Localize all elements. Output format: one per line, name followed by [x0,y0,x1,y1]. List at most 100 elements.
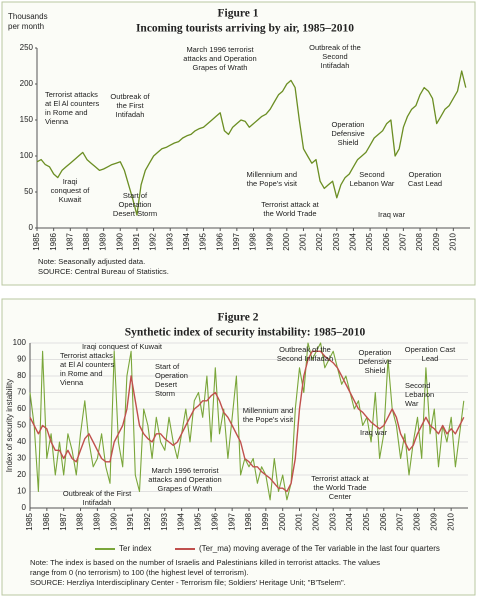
y-tick-label: 50 [17,421,26,430]
x-tick-label: 2007 [396,512,405,530]
annotation: Outbreak of the [309,43,361,52]
x-tick-label: 2002 [311,512,320,530]
data-line [36,70,467,216]
x-tick-label: 1996 [215,232,224,250]
annotation: in Rome and [60,369,103,378]
annotation: Desert Storm [113,209,157,218]
annotation: Operation [409,170,442,179]
annotation: Second Intifadah [277,354,333,363]
x-tick-label: 1998 [244,512,253,530]
x-tick-label: 2009 [432,232,441,250]
note: range from 0 (no terrorism) to 100 (the … [30,568,249,577]
x-tick-label: 1997 [227,512,236,530]
annotation: Outbreak of the [279,345,331,354]
annotation: in Rome and [45,108,88,117]
annotation: Millennium and [247,170,297,179]
x-tick-label: 1999 [261,512,270,530]
x-tick-label: 2010 [446,512,455,530]
x-tick-label: 1999 [265,232,274,250]
chart-subtitle: Synthetic index of security instability:… [125,327,366,339]
annotation: March 1996 terrorist [186,45,254,54]
annotation: Operation [155,371,188,380]
panel [1,1,476,286]
annotation: Lebanon War [350,179,395,188]
y-tick-label: 0 [22,503,27,512]
y-tick-label: 250 [20,43,34,52]
y-tick-label: 60 [17,404,26,413]
annotation: Outbreak of [110,92,150,101]
y-tick-label: 10 [17,487,26,496]
x-tick-label: 2004 [345,512,354,530]
annotation: Shield [365,366,386,375]
x-tick-label: 1996 [210,512,219,530]
annotation: Millennium and [243,406,293,415]
annotation: Operation [359,348,392,357]
x-tick-label: 2005 [362,512,371,530]
y-axis-label: Thousands [8,12,48,21]
annotation: Operation [119,200,152,209]
y-tick-label: 20 [17,470,26,479]
x-tick-label: 1985 [25,512,34,530]
y-tick-label: 30 [17,454,26,463]
x-tick-label: 2009 [429,512,438,530]
y-tick-label: 80 [17,371,26,380]
data-line [29,342,465,501]
chart-title: Figure 2 [218,312,259,324]
x-tick-label: 1985 [32,232,41,250]
annotation: the Pope's visit [243,415,294,424]
note: Note: The index is based on the number o… [30,558,380,567]
note: SOURCE: Herzliya Interdisciplinary Cente… [30,578,346,587]
annotation: Vienna [45,117,69,126]
annotation: Cast Lead [408,179,442,188]
annotation: Grapes of Wrath [158,484,213,493]
x-tick-label: 2003 [332,232,341,250]
x-tick-label: 2000 [282,232,291,250]
y-axis-label: Index of security instability [5,379,14,472]
annotation: Intifadah [83,498,112,507]
annotation: Kuwait [59,195,82,204]
x-tick-label: 1998 [249,232,258,250]
y-tick-label: 150 [20,115,34,124]
annotation: Second [322,52,347,61]
x-tick-label: 1987 [65,232,74,250]
x-tick-label: 1994 [177,512,186,530]
x-tick-label: 2008 [415,232,424,250]
annotation: at El Al counters [60,360,114,369]
panel [1,298,476,596]
data-line [29,350,465,493]
annotation: the World Trade [263,209,316,218]
x-tick-label: 1990 [109,512,118,530]
y-axis-label: per month [8,22,44,31]
chart-subtitle: Incoming tourists arriving by air, 1985–… [136,23,354,35]
x-tick-label: 1993 [160,512,169,530]
annotation: Defensive [331,129,364,138]
x-tick-label: 1990 [115,232,124,250]
x-tick-label: 2004 [349,232,358,250]
y-tick-label: 90 [17,355,26,364]
annotation: attacks and Operation [148,475,221,484]
x-tick-label: 1992 [143,512,152,530]
annotation: at El Al counters [45,99,99,108]
annotation: Terrorist attacks [60,351,113,360]
annotation: Grapes of Wrath [193,63,248,72]
x-tick-label: 1987 [59,512,68,530]
x-tick-label: 2003 [328,512,337,530]
x-tick-label: 2006 [382,232,391,250]
annotation: Lebanon [405,390,434,399]
annotation: Iraqi conquest of Kuwait [82,342,163,351]
annotation: Defensive [358,357,391,366]
x-tick-label: 2008 [413,512,422,530]
annotation: Iraq war [378,210,406,219]
annotation: the Pope's visit [247,179,298,188]
note: SOURCE: Central Bureau of Statistics. [38,267,169,276]
x-tick-label: 1997 [232,232,241,250]
x-tick-label: 2001 [299,232,308,250]
y-tick-label: 0 [29,223,34,232]
annotation: Second [405,381,430,390]
y-tick-label: 70 [17,388,26,397]
annotation: Outbreak of the First [63,489,132,498]
x-tick-label: 1986 [49,232,58,250]
x-tick-label: 1989 [99,232,108,250]
annotation: Storm [155,389,175,398]
